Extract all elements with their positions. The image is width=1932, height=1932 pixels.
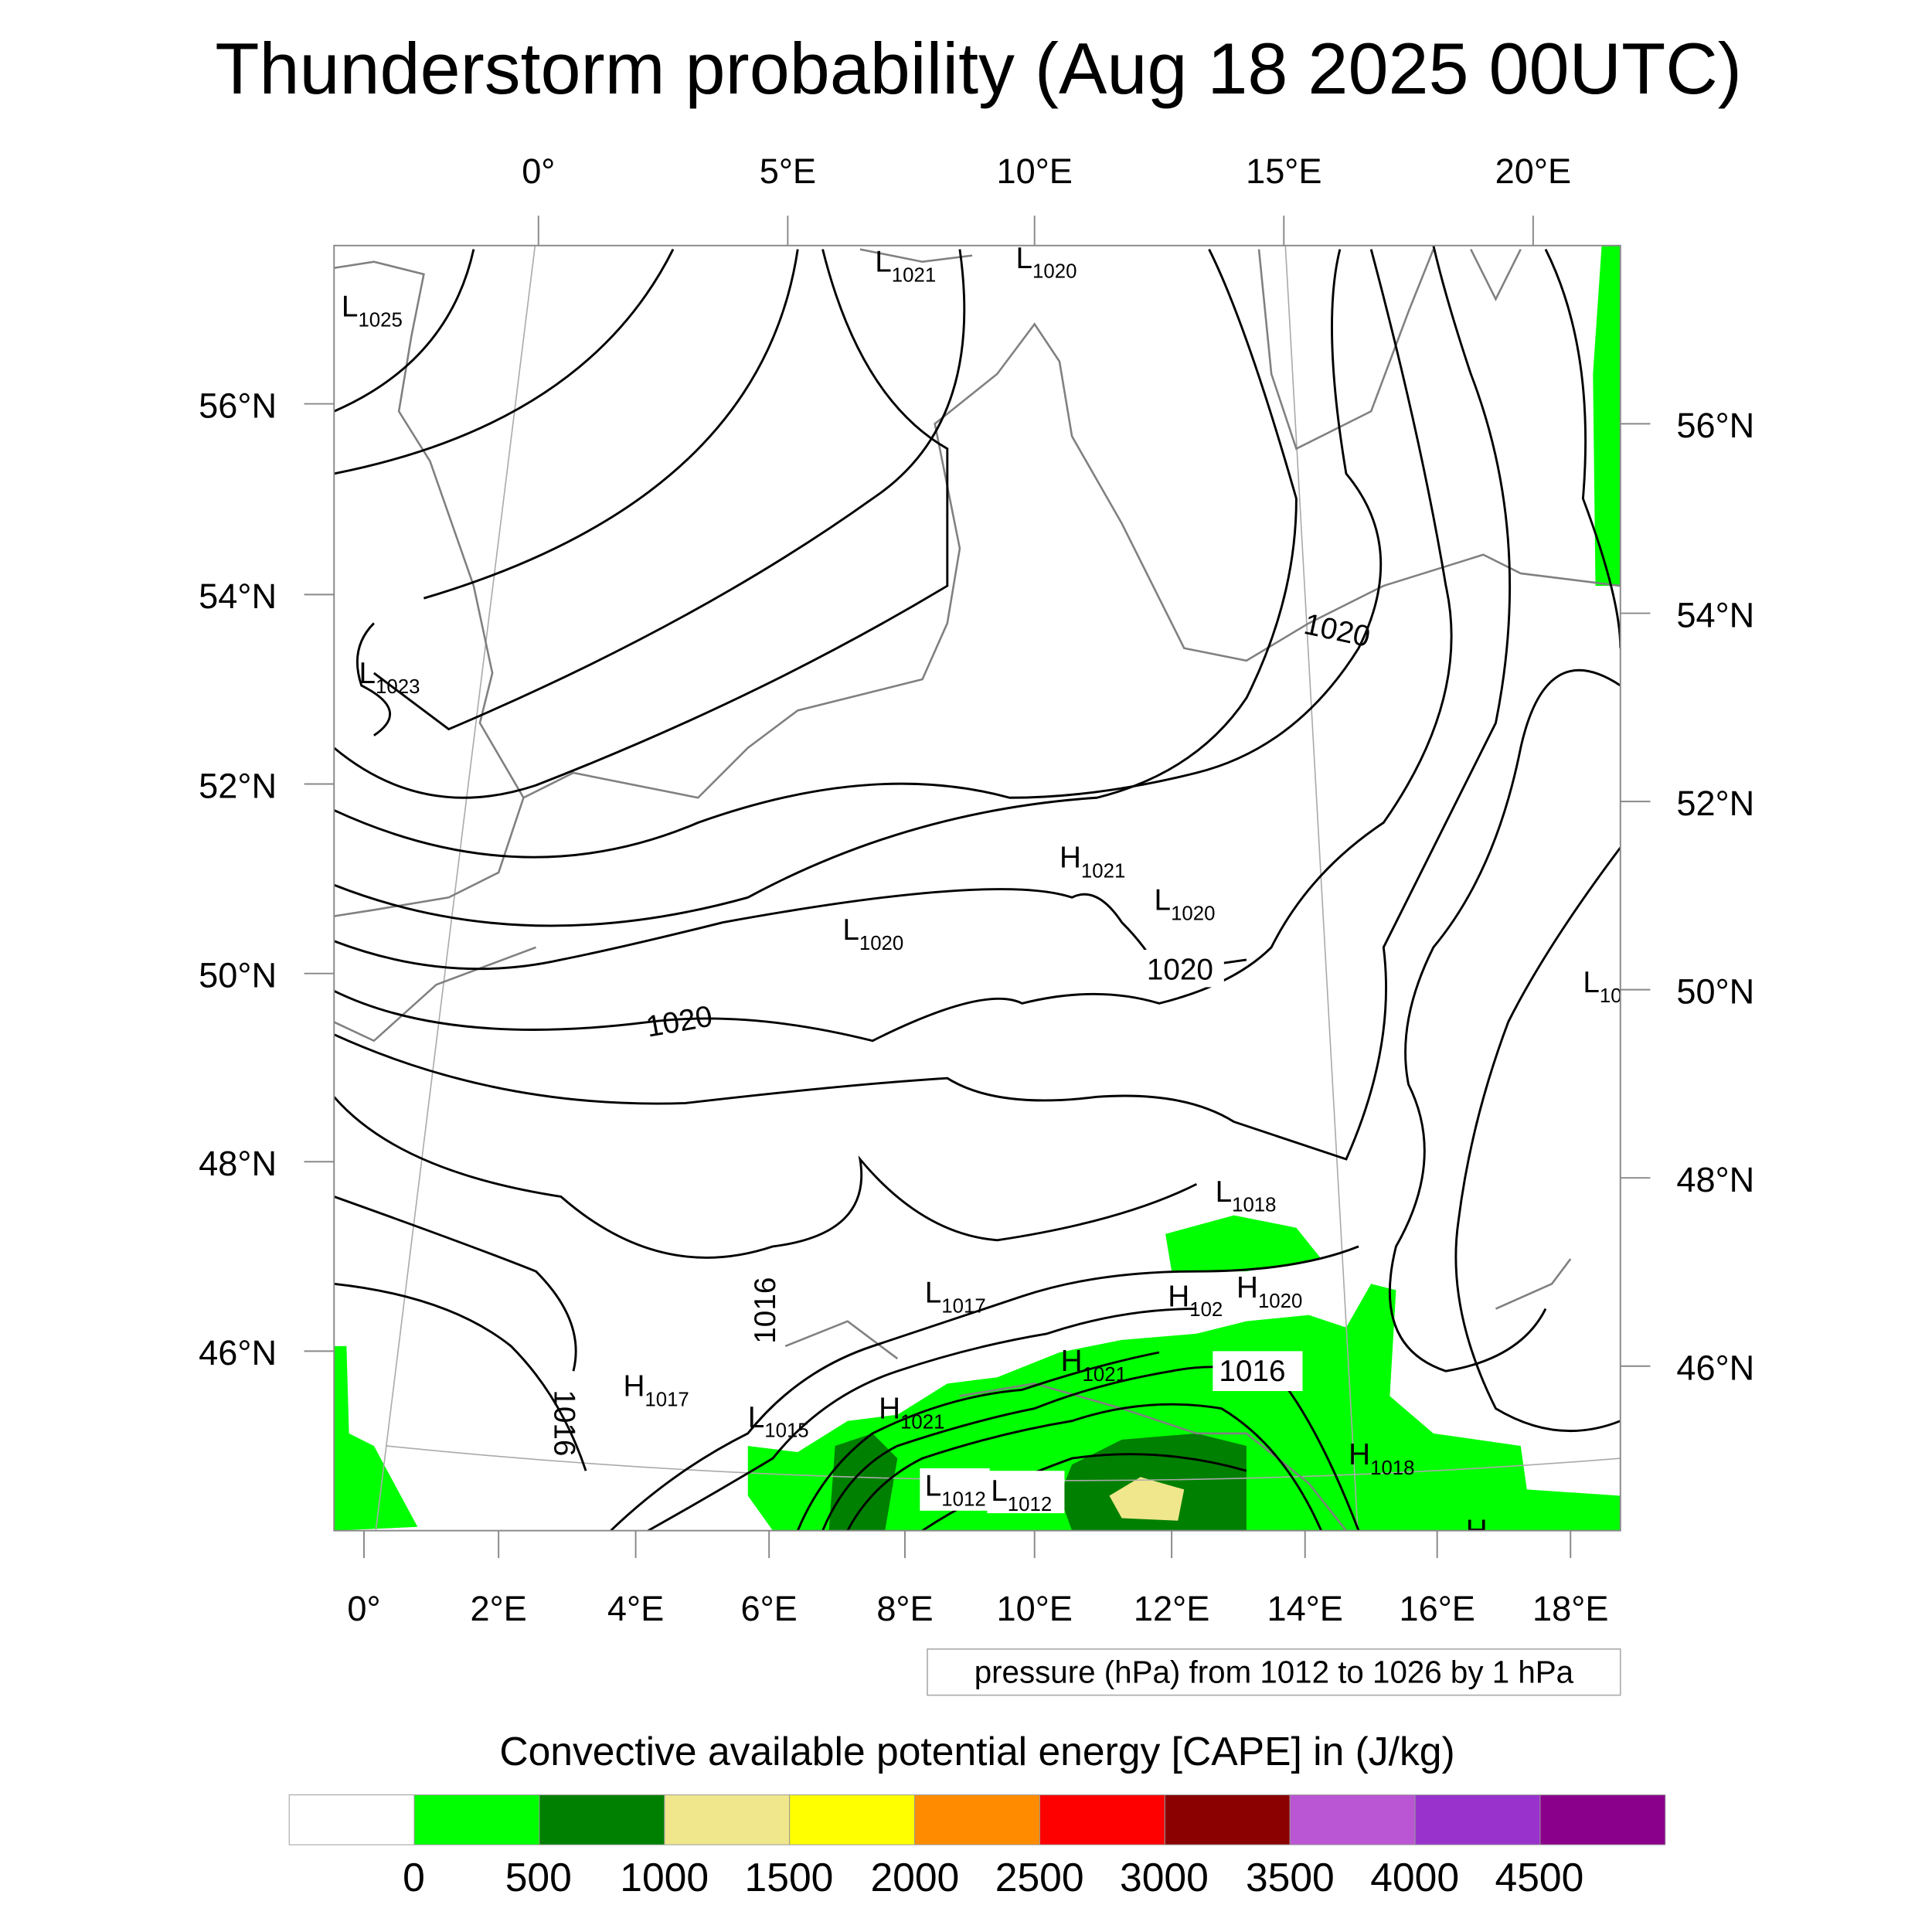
pressure-center-label: H1021 [1060, 842, 1125, 883]
colorbar-swatch [664, 1794, 791, 1845]
colorbar-swatch [1414, 1794, 1541, 1845]
lon-label: 2°E [471, 1589, 527, 1628]
colorbar-swatch [1539, 1794, 1666, 1845]
contour-label: 1016 [749, 1277, 782, 1344]
map-frame [333, 244, 1621, 1532]
pressure-center-label: H1021 [1061, 1345, 1127, 1386]
colorbar-swatch [1289, 1794, 1416, 1845]
lon-label: 8°E [876, 1589, 933, 1628]
pressure-center-label: L10 [1583, 966, 1621, 1007]
cape-area-0-500 [1165, 1215, 1321, 1272]
colorbar-swatch [914, 1794, 1040, 1845]
colorbar-label: 0 [403, 1855, 425, 1900]
pressure-centers: L1025 L1021 L1020 L1023 H1021 L1020 L102… [342, 242, 1621, 1548]
colorbar-label: 2500 [995, 1855, 1084, 1900]
right-lat-labels: 56°N 54°N 52°N 50°N 48°N 46°N [1676, 406, 1754, 1387]
pressure-center-label: L1020 [842, 913, 903, 954]
pressure-center-label: L1017 [925, 1276, 986, 1317]
contour-label: 1020 [1301, 607, 1373, 654]
contour-label: 1016 [1219, 1355, 1285, 1388]
lon-label: 20°E [1495, 151, 1571, 191]
colorbar-swatch [413, 1794, 540, 1845]
contour-label: 1016 [548, 1389, 581, 1456]
lat-label: 46°N [1676, 1348, 1754, 1387]
colorbar-swatch [1164, 1794, 1291, 1845]
colorbar-swatch [539, 1794, 665, 1845]
lat-label: 54°N [1676, 595, 1754, 634]
lat-label: 48°N [1676, 1160, 1754, 1199]
pressure-center-label: H1021 [879, 1392, 944, 1433]
lon-label: 10°E [997, 151, 1073, 191]
pressure-center-label: L1015 [748, 1401, 809, 1442]
lat-label: 56°N [199, 386, 277, 425]
pressure-center-label: H1017 [623, 1369, 689, 1410]
colorbar-label: 4500 [1495, 1855, 1584, 1900]
pressure-info-text: pressure (hPa) from 1012 to 1026 by 1 hP… [975, 1654, 1574, 1689]
pressure-center-label: H1018 [1349, 1438, 1414, 1479]
lon-label: 6°E [741, 1589, 798, 1628]
colorbar-label: 500 [505, 1855, 572, 1900]
pressure-center-label: L1018 [1216, 1175, 1277, 1216]
colorbar-label: 3000 [1120, 1855, 1209, 1900]
lat-label: 50°N [199, 955, 277, 995]
lat-label: 52°N [199, 766, 277, 805]
cape-fill-layer [334, 245, 1621, 1531]
coastlines [334, 248, 1621, 1531]
map-panel: 1020 1020 1020 1016 1016 1016 L1025 L102… [333, 242, 1621, 1548]
lat-label: 54°N [199, 577, 277, 616]
isobars [334, 245, 1621, 1531]
pressure-center-label: L1012 [925, 1469, 986, 1510]
colorbar-label: 1000 [620, 1855, 709, 1900]
lon-label: 16°E [1399, 1589, 1475, 1628]
colorbar-labels: 0 500 1000 1500 2000 2500 3000 3500 4000… [403, 1855, 1583, 1900]
pressure-center-label: L1023 [359, 657, 420, 698]
lat-label: 48°N [199, 1144, 277, 1183]
cape-area-0-500 [334, 1345, 418, 1531]
pressure-center-label: L1021 [875, 246, 936, 287]
colorbar-label: 2000 [870, 1855, 959, 1900]
lon-label: 0° [522, 151, 555, 191]
contour-label: 1020 [1147, 954, 1213, 987]
left-lat-labels: 56°N 54°N 52°N 50°N 48°N 46°N [199, 386, 277, 1372]
lon-label: 12°E [1134, 1589, 1209, 1628]
axis-ticks [304, 216, 1651, 1559]
pressure-center-label: L1020 [1155, 883, 1216, 924]
graticule [375, 245, 1621, 1531]
lon-label: 4°E [607, 1589, 664, 1628]
colorbar-swatch [288, 1794, 415, 1845]
map-title: Thunderstorm probability (Aug 18 2025 00… [215, 28, 1742, 109]
colorbar-label: 4000 [1370, 1855, 1459, 1900]
lat-label: 50°N [1676, 971, 1754, 1011]
pressure-center-label: H1020 [1236, 1271, 1302, 1312]
lat-label: 46°N [199, 1333, 277, 1372]
pressure-center-label: L1025 [342, 291, 403, 332]
colorbar-swatch [1039, 1794, 1165, 1845]
pressure-center-label: H102 [1168, 1280, 1223, 1321]
contour-label: 1020 [644, 1000, 715, 1044]
bottom-lon-labels: 0° 2°E 4°E 6°E 8°E 10°E 12°E 14°E 16°E 1… [347, 1589, 1608, 1628]
pressure-center-label: H [1466, 1515, 1488, 1548]
lon-label: 10°E [997, 1589, 1073, 1628]
cape-area-0-500 [1593, 245, 1621, 587]
cape-area-1000-1500 [1109, 1477, 1185, 1521]
lon-label: 15°E [1246, 151, 1321, 191]
contour-labels: 1020 1020 1020 1016 1016 1016 [548, 607, 1373, 1456]
lon-label: 5°E [760, 151, 816, 191]
lon-label: 0° [347, 1589, 380, 1628]
lon-label: 14°E [1267, 1589, 1343, 1628]
colorbar-swatch [789, 1794, 916, 1845]
lat-label: 56°N [1676, 406, 1754, 445]
colorbar-title: Convective available potential energy [C… [499, 1729, 1454, 1774]
pressure-center-label: L1020 [1016, 242, 1077, 283]
top-lon-labels: 0° 5°E 10°E 15°E 20°E [522, 151, 1571, 191]
colorbar-label: 3500 [1246, 1855, 1335, 1900]
lat-label: 52°N [1676, 784, 1754, 823]
colorbar [288, 1794, 1666, 1845]
lon-label: 18°E [1532, 1589, 1608, 1628]
pressure-center-label: L1012 [991, 1475, 1052, 1515]
colorbar-label: 1500 [745, 1855, 834, 1900]
pressure-info-box [927, 1648, 1621, 1696]
